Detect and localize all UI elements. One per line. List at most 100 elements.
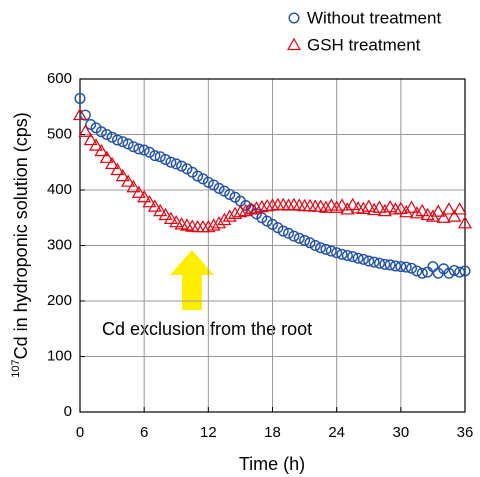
- marker: [213, 182, 225, 194]
- marker: [261, 215, 273, 227]
- marker: [106, 131, 118, 143]
- marker: [138, 144, 150, 156]
- marker: [367, 202, 382, 216]
- marker: [357, 253, 369, 265]
- x-axis-title: Time (h): [239, 454, 305, 474]
- marker: [126, 180, 141, 193]
- legend-marker: [286, 37, 302, 51]
- marker: [409, 206, 424, 219]
- y-tick-label: 500: [47, 125, 72, 142]
- marker: [111, 134, 123, 146]
- marker: [415, 203, 430, 217]
- marker: [309, 239, 321, 251]
- marker: [340, 202, 355, 215]
- marker: [352, 252, 364, 264]
- marker: [170, 158, 182, 170]
- plot-frame: [79, 78, 466, 413]
- marker: [121, 174, 136, 187]
- marker: [117, 136, 129, 148]
- marker: [368, 256, 380, 268]
- marker: [147, 199, 162, 212]
- marker: [154, 151, 166, 163]
- x-tick-label: 36: [457, 424, 474, 441]
- marker: [406, 262, 418, 274]
- marker: [192, 170, 204, 182]
- marker: [133, 143, 145, 155]
- marker: [347, 251, 359, 263]
- marker: [320, 243, 332, 255]
- marker: [115, 168, 130, 182]
- marker: [427, 261, 439, 273]
- marker: [217, 212, 232, 226]
- marker: [341, 249, 353, 261]
- marker: [277, 225, 289, 237]
- marker: [459, 265, 471, 277]
- legend-label: GSH treatment: [307, 35, 421, 54]
- marker: [267, 218, 279, 230]
- marker: [331, 247, 343, 259]
- marker: [158, 207, 173, 221]
- marker: [228, 206, 243, 219]
- marker: [379, 258, 391, 270]
- x-tick-label: 6: [140, 424, 148, 441]
- x-tick-label: 12: [200, 424, 217, 441]
- y-tick-label: 300: [47, 236, 72, 253]
- marker: [315, 242, 327, 254]
- marker: [144, 146, 156, 158]
- marker: [436, 210, 451, 223]
- y-tick-label: 0: [64, 403, 72, 420]
- marker: [201, 219, 216, 233]
- marker: [400, 261, 412, 273]
- marker: [208, 179, 220, 191]
- marker: [197, 173, 209, 185]
- marker: [272, 222, 284, 234]
- marker: [153, 203, 168, 217]
- marker: [206, 218, 221, 231]
- marker: [238, 203, 253, 217]
- marker: [163, 211, 178, 224]
- marker: [334, 198, 350, 211]
- marker: [211, 216, 227, 229]
- annotation: Cd exclusion from the root: [102, 319, 312, 339]
- marker: [361, 199, 376, 212]
- marker: [105, 156, 120, 170]
- legend-marker: [288, 12, 300, 24]
- marker: [160, 153, 172, 165]
- y-tick-label: 100: [47, 347, 72, 364]
- marker: [288, 230, 300, 242]
- marker: [304, 237, 316, 249]
- marker: [336, 248, 348, 260]
- marker: [94, 143, 109, 157]
- y-axis-title-sup: 107: [10, 359, 22, 377]
- marker: [363, 255, 375, 267]
- marker: [254, 199, 269, 213]
- marker: [74, 92, 86, 104]
- y-axis-title: 107Cd in hydroponic solution (cps): [10, 112, 31, 377]
- marker: [176, 160, 188, 172]
- marker: [373, 257, 385, 269]
- marker: [165, 156, 177, 168]
- marker: [149, 150, 161, 162]
- marker: [329, 200, 344, 213]
- marker: [233, 204, 248, 218]
- marker: [244, 202, 259, 215]
- marker: [395, 261, 407, 273]
- marker: [78, 124, 93, 137]
- marker: [224, 188, 236, 200]
- marker: [72, 107, 88, 121]
- marker: [318, 200, 334, 213]
- marker: [389, 260, 401, 272]
- y-tick-label: 400: [47, 181, 72, 198]
- marker: [325, 245, 337, 257]
- marker: [299, 235, 311, 247]
- marker: [101, 128, 113, 140]
- marker: [142, 195, 157, 208]
- x-tick-label: 18: [264, 424, 281, 441]
- marker: [356, 201, 371, 214]
- marker: [452, 202, 467, 215]
- marker: [457, 216, 473, 229]
- marker: [416, 267, 428, 279]
- marker: [85, 119, 97, 131]
